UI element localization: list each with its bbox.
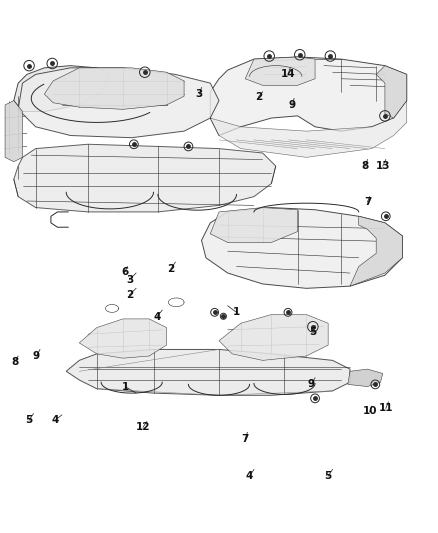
Polygon shape bbox=[350, 216, 403, 286]
Polygon shape bbox=[348, 369, 383, 386]
Polygon shape bbox=[18, 68, 219, 138]
Text: 2: 2 bbox=[126, 290, 133, 300]
Text: 5: 5 bbox=[309, 327, 317, 337]
Text: 5: 5 bbox=[25, 415, 33, 425]
Polygon shape bbox=[210, 57, 407, 135]
Text: 6: 6 bbox=[121, 266, 129, 277]
Text: 8: 8 bbox=[11, 357, 18, 367]
Text: 10: 10 bbox=[362, 407, 377, 416]
Text: 2: 2 bbox=[254, 92, 262, 102]
Polygon shape bbox=[210, 101, 407, 157]
Polygon shape bbox=[5, 101, 22, 161]
Text: 4: 4 bbox=[153, 312, 161, 322]
Text: 9: 9 bbox=[308, 378, 315, 389]
Polygon shape bbox=[79, 319, 166, 358]
Text: 9: 9 bbox=[289, 100, 296, 110]
Text: 9: 9 bbox=[33, 351, 40, 361]
Text: 3: 3 bbox=[126, 274, 133, 285]
Polygon shape bbox=[44, 68, 184, 109]
Polygon shape bbox=[210, 207, 297, 243]
Polygon shape bbox=[245, 57, 315, 85]
Text: 14: 14 bbox=[281, 69, 295, 79]
Text: 11: 11 bbox=[378, 403, 393, 414]
Text: 7: 7 bbox=[364, 197, 371, 207]
Text: 1: 1 bbox=[121, 382, 129, 392]
Text: 3: 3 bbox=[196, 89, 203, 99]
Polygon shape bbox=[219, 314, 328, 360]
Text: 5: 5 bbox=[325, 471, 332, 481]
Text: 4: 4 bbox=[52, 415, 59, 425]
Polygon shape bbox=[201, 207, 403, 288]
Polygon shape bbox=[376, 66, 407, 118]
Text: 13: 13 bbox=[375, 161, 390, 171]
Text: 12: 12 bbox=[136, 422, 150, 432]
Text: 1: 1 bbox=[233, 308, 240, 317]
Polygon shape bbox=[14, 66, 110, 111]
Text: 2: 2 bbox=[167, 264, 175, 273]
Polygon shape bbox=[66, 350, 350, 395]
Text: 8: 8 bbox=[362, 161, 369, 171]
Text: 4: 4 bbox=[246, 471, 253, 481]
Text: 7: 7 bbox=[241, 434, 249, 444]
Polygon shape bbox=[14, 144, 276, 212]
